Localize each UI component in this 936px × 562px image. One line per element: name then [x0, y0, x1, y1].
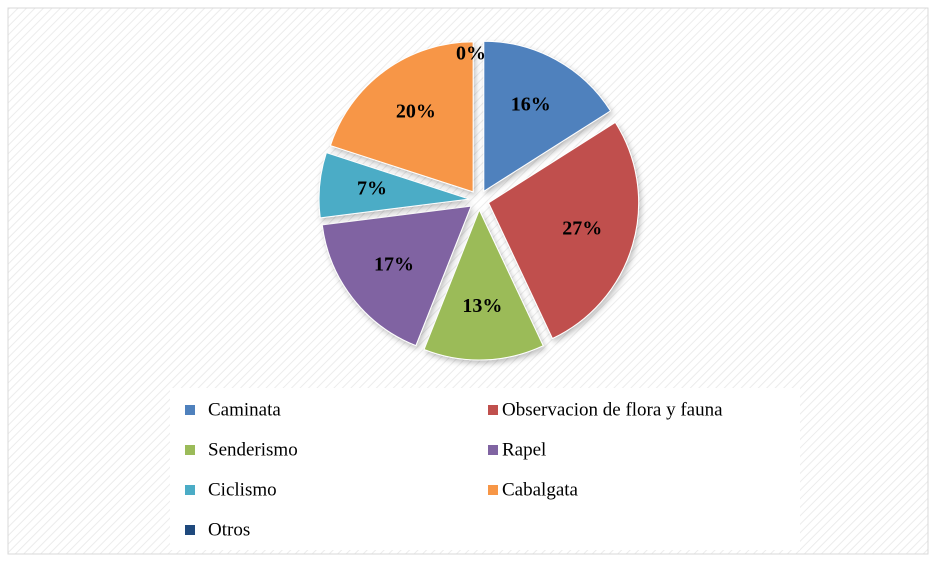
- legend-label: Rapel: [502, 439, 546, 460]
- data-label: 17%: [374, 253, 414, 275]
- legend-swatch: [185, 445, 195, 455]
- data-label: 27%: [562, 218, 602, 240]
- data-label: 16%: [511, 93, 551, 115]
- legend-box: [170, 388, 800, 550]
- data-label: 13%: [462, 295, 502, 317]
- legend-label: Cabalgata: [502, 479, 579, 500]
- pie-slice: [423, 208, 544, 361]
- data-label: 20%: [396, 101, 436, 123]
- data-label: 0%: [456, 43, 486, 65]
- legend: Caminata Observacion de flora y fauna Send…: [185, 399, 723, 540]
- legend-swatch: [488, 405, 498, 415]
- legend-swatch: [488, 485, 498, 495]
- pie-slice: [321, 205, 472, 347]
- legend-label: Caminata: [208, 399, 281, 420]
- pie-slice: [329, 41, 474, 193]
- legend-swatch: [488, 445, 498, 455]
- pie-slice: [487, 121, 640, 340]
- data-label: 7%: [357, 177, 387, 199]
- pie: 16% 27% 13% 17% 7% 20% 0%: [318, 40, 640, 361]
- legend-swatch: [185, 485, 195, 495]
- pie-slice: [318, 152, 470, 219]
- legend-swatch: [185, 525, 195, 535]
- legend-swatch: [185, 405, 195, 415]
- legend-label: Ciclismo: [208, 479, 277, 500]
- legend-label: Otros: [208, 519, 250, 540]
- legend-label: Observacion de flora y fauna: [502, 399, 723, 420]
- legend-label: Senderismo: [208, 439, 298, 460]
- pie-slice: [483, 40, 612, 193]
